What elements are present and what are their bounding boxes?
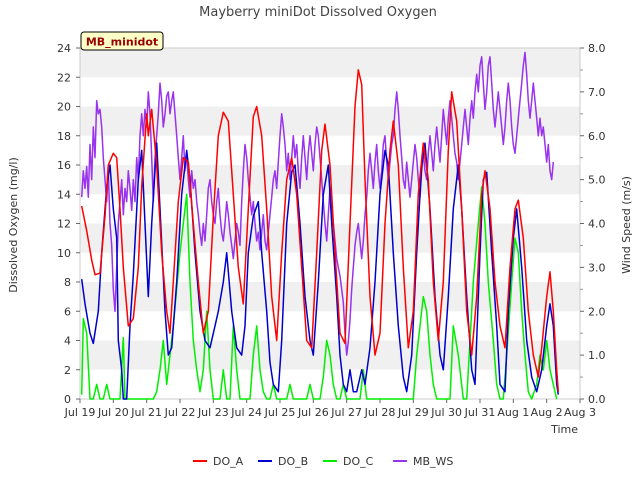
y2-tick-label: 1.0 — [588, 349, 606, 362]
grid-band — [80, 48, 580, 78]
x-tick-label: Jul 21 — [130, 406, 162, 419]
chart-title: Mayberry miniDot Dissolved Oxygen — [199, 5, 437, 20]
y2-tick-label: 7.0 — [588, 86, 606, 99]
y-tick-label: 6 — [64, 305, 71, 318]
y-tick-label: 10 — [57, 247, 71, 260]
y2-axis-label: Wind Speed (m/s) — [620, 176, 633, 274]
x-axis-label: Time — [550, 423, 578, 436]
legend-label: DO_C — [343, 455, 374, 468]
legend: DO_A DO_B DO_C MB_WS — [193, 455, 453, 468]
y-tick-label: 12 — [57, 218, 71, 231]
station-badge-label: MB_minidot — [86, 36, 158, 49]
legend-label: DO_B — [278, 455, 308, 468]
grid-band — [80, 223, 580, 253]
y-tick-label: 4 — [64, 335, 71, 348]
grid-band — [80, 252, 580, 282]
y2-tick-label: 5.0 — [588, 174, 606, 187]
x-tick-label: Jul 23 — [197, 406, 229, 419]
y-tick-label: 8 — [64, 276, 71, 289]
x-tick-label: Jul 22 — [164, 406, 196, 419]
y2-tick-label: 3.0 — [588, 261, 606, 274]
x-tick-label: Aug 1 — [497, 406, 529, 419]
series-line-mb-ws — [80, 51, 555, 356]
x-tick-label: Jul 20 — [97, 406, 129, 419]
y2-tick-label: 4.0 — [588, 218, 606, 231]
x-tick-label: Jul 29 — [397, 406, 429, 419]
legend-label: DO_A — [213, 455, 244, 468]
y-tick-label: 22 — [57, 71, 71, 84]
x-tick-label: Aug 2 — [531, 406, 563, 419]
grid-band — [80, 282, 580, 312]
series-line-do-c — [80, 186, 558, 400]
station-badge: MB_minidot — [80, 31, 164, 51]
series-line-do-b — [80, 142, 560, 400]
x-tick-label: Jul 19 — [64, 406, 96, 419]
x-tick-label: Jul 26 — [297, 406, 329, 419]
x-tick-label: Aug 3 — [564, 406, 596, 419]
y2-tick-label: 0.0 — [588, 393, 606, 406]
y-tick-label: 18 — [57, 130, 71, 143]
y-tick-label: 24 — [57, 42, 71, 55]
series-line-do-a — [80, 69, 560, 392]
y-tick-label: 2 — [64, 364, 71, 377]
y2-axis-ticks: 0.0 1.0 2.0 3.0 4.0 5.0 6.0 7.0 8.0 — [580, 42, 606, 406]
x-tick-label: Jul 30 — [430, 406, 462, 419]
x-tick-label: Jul 24 — [230, 406, 262, 419]
series-lines — [80, 51, 560, 400]
y2-tick-label: 6.0 — [588, 130, 606, 143]
y-tick-label: 0 — [64, 393, 71, 406]
x-tick-label: Jul 25 — [264, 406, 296, 419]
y-tick-label: 14 — [57, 188, 71, 201]
grid-band — [80, 77, 580, 107]
y2-tick-label: 8.0 — [588, 42, 606, 55]
x-tick-label: Jul 27 — [330, 406, 362, 419]
x-tick-label: Jul 31 — [464, 406, 496, 419]
legend-label: MB_WS — [413, 455, 453, 468]
y2-tick-label: 2.0 — [588, 305, 606, 318]
x-tick-label: Jul 28 — [364, 406, 396, 419]
y-tick-label: 20 — [57, 101, 71, 114]
x-axis-ticks: Jul 19 Jul 20 Jul 21 Jul 22 Jul 23 Jul 24 Jul … — [64, 399, 596, 419]
station-badge-box — [80, 31, 164, 51]
y-axis-label: Dissolved Oxygen (mg/l) — [7, 157, 20, 292]
y-tick-label: 16 — [57, 159, 71, 172]
